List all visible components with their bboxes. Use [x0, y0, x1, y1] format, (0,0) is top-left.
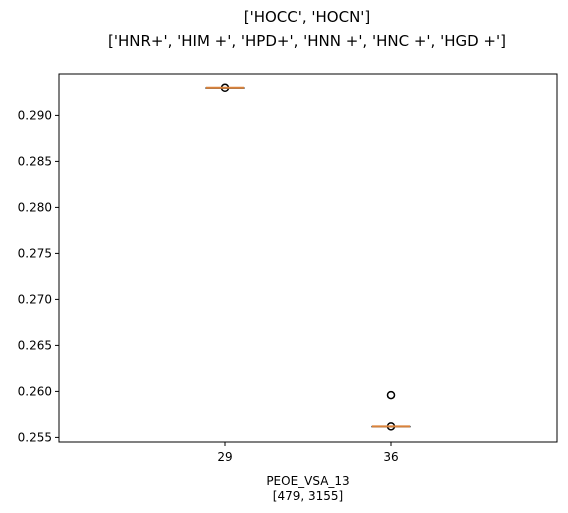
y-tick-label: 0.270	[18, 292, 52, 306]
plot-area-frame	[58, 73, 558, 443]
x-axis-label-sub: [479, 3155]	[273, 489, 343, 503]
y-axis: 0.255 0.260 0.265 0.270 0.275 0.280 0.285 0.290	[18, 108, 59, 444]
x-axis: 29 36	[217, 442, 399, 464]
y-tick-label: 0.260	[18, 384, 52, 398]
x-axis-label: PEOE_VSA_13	[266, 474, 349, 488]
y-tick-label: 0.255	[18, 430, 52, 444]
boxes-group	[205, 83, 411, 431]
outlier-point	[386, 390, 396, 400]
x-tick-label: 29	[217, 450, 232, 464]
y-tick-label: 0.265	[18, 338, 52, 352]
chart-title: ['HOCC', 'HOCN']	[244, 8, 371, 26]
y-tick-label: 0.290	[18, 108, 52, 122]
x-tick-label: 36	[383, 450, 398, 464]
y-tick-label: 0.285	[18, 154, 52, 168]
chart-subtitle: ['HNR+', 'HIM +', 'HPD+', 'HNN +', 'HNC …	[108, 32, 506, 50]
y-tick-label: 0.280	[18, 200, 52, 214]
y-tick-label: 0.275	[18, 246, 52, 260]
